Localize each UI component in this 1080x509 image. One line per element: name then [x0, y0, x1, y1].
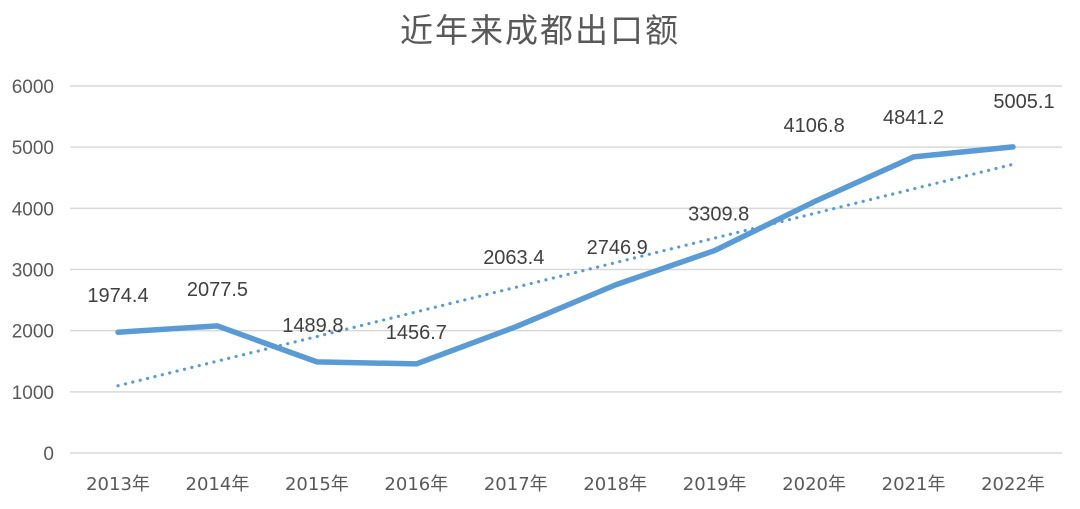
data-label: 1456.7 [386, 322, 447, 344]
x-tick-label: 2022年 [981, 474, 1045, 495]
x-axis-ticks: 2013年 2014年 2015年 2016年 2017年 2018年 2019年 2020年… [86, 474, 1045, 495]
x-tick-label: 2018年 [583, 474, 647, 495]
y-tick-label: 2000 [12, 322, 54, 343]
data-label: 2746.9 [587, 237, 648, 259]
y-tick-label: 5000 [12, 138, 54, 159]
data-label: 4106.8 [784, 115, 845, 137]
y-tick-label: 1000 [12, 383, 54, 404]
y-tick-label: 4000 [12, 199, 54, 220]
data-label: 3309.8 [688, 204, 749, 226]
export-value-line [115, 144, 1016, 367]
trendline [116, 162, 1015, 388]
gridlines [70, 85, 1062, 454]
data-label: 5005.1 [993, 91, 1054, 113]
x-tick-label: 2015年 [285, 474, 349, 495]
x-tick-label: 2021年 [882, 474, 946, 495]
y-tick-label: 3000 [12, 261, 54, 282]
x-tick-label: 2013年 [86, 474, 150, 495]
y-tick-label: 0 [43, 444, 54, 465]
y-axis-ticks: 0 1000 2000 3000 4000 5000 6000 [12, 77, 54, 465]
x-tick-label: 2014年 [186, 474, 250, 495]
data-label: 1489.8 [282, 315, 343, 337]
x-tick-label: 2020年 [782, 474, 846, 495]
linear-trendline [116, 162, 1015, 388]
data-label: 2077.5 [187, 279, 248, 301]
data-labels: 1974.4 2077.5 1489.8 1456.7 2063.4 2746.9 3309… [87, 91, 1054, 344]
data-label: 4841.2 [883, 107, 944, 129]
x-tick-label: 2019年 [683, 474, 747, 495]
chart-title: 近年来成都出口额 [400, 11, 680, 50]
data-label: 1974.4 [87, 285, 148, 307]
series-line [115, 144, 1016, 367]
data-label: 2063.4 [483, 247, 544, 269]
x-tick-label: 2016年 [384, 474, 448, 495]
y-tick-label: 6000 [12, 77, 54, 98]
x-tick-label: 2017年 [484, 474, 548, 495]
